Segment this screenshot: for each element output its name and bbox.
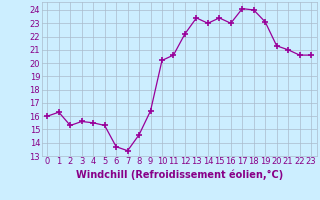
X-axis label: Windchill (Refroidissement éolien,°C): Windchill (Refroidissement éolien,°C) xyxy=(76,169,283,180)
